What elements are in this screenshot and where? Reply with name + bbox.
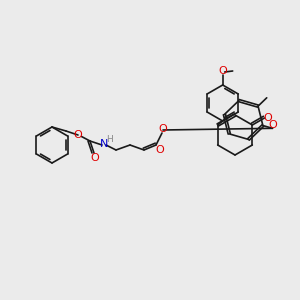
Text: N: N bbox=[100, 139, 108, 149]
Text: O: O bbox=[91, 153, 99, 163]
Text: H: H bbox=[106, 136, 113, 145]
Text: O: O bbox=[74, 130, 82, 140]
Text: O: O bbox=[218, 66, 227, 76]
Text: O: O bbox=[263, 113, 272, 123]
Text: O: O bbox=[156, 145, 164, 155]
Text: O: O bbox=[268, 120, 277, 130]
Text: O: O bbox=[159, 124, 167, 134]
